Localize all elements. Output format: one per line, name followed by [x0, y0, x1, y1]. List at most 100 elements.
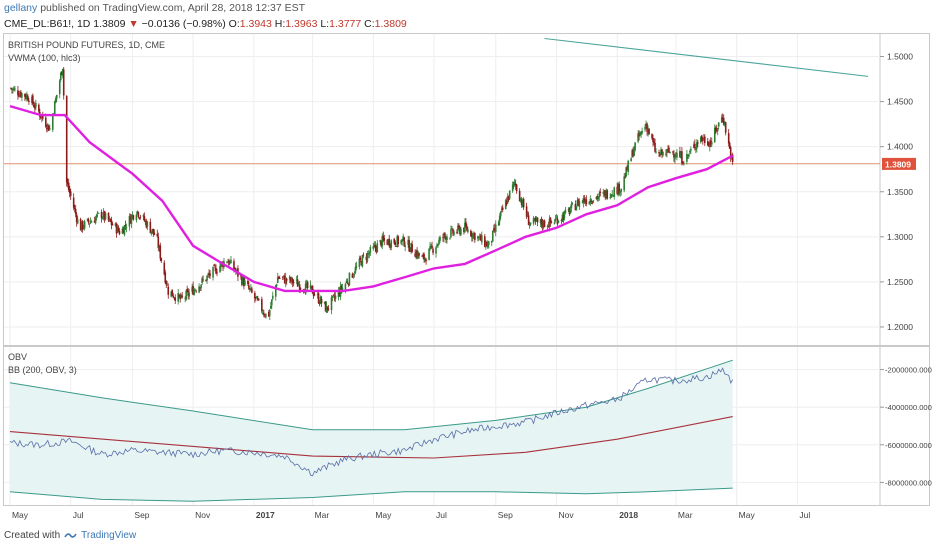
candle-body [449, 237, 451, 239]
candle-body [416, 250, 418, 258]
candle-body [376, 243, 379, 253]
x-tick-label: Nov [558, 510, 574, 520]
candle-body [631, 150, 633, 158]
candle-body [21, 93, 23, 98]
candle-body [369, 247, 372, 253]
candle-body [283, 276, 286, 284]
candle-body [323, 301, 326, 303]
candle-body [143, 215, 146, 221]
candle-body [184, 297, 186, 299]
candle-body [352, 275, 355, 277]
candle-body [437, 244, 439, 246]
candle-body [610, 194, 613, 198]
candle-body [108, 218, 111, 220]
candle-body [595, 197, 598, 199]
candle-body [32, 95, 34, 104]
candle-body [338, 290, 341, 296]
candle-body [662, 151, 664, 156]
candle-body [715, 128, 718, 132]
candle-body [597, 196, 600, 199]
candle-body [214, 266, 216, 268]
candle-body [547, 225, 550, 228]
candle-body [661, 149, 663, 155]
candle-body [185, 290, 187, 300]
candle-body [205, 279, 207, 282]
candle-body [265, 313, 267, 318]
candle-body [553, 222, 556, 224]
candle-body [458, 226, 460, 228]
candle-body [564, 209, 567, 213]
candle-body [269, 306, 272, 309]
tradingview-link[interactable]: TradingView [81, 530, 137, 541]
candle-body [499, 211, 502, 217]
candle-body [163, 262, 166, 275]
candle-body [264, 315, 266, 317]
candle-body [192, 285, 194, 295]
candle-body [397, 236, 399, 245]
candle-body [292, 282, 295, 283]
candle-body [271, 295, 274, 299]
candle-body [312, 292, 315, 296]
candle-body [51, 114, 54, 130]
candle-body [375, 247, 378, 252]
candle-body [550, 221, 553, 223]
candle-body [457, 225, 459, 232]
candle-body [562, 215, 565, 220]
author-link[interactable]: gellany [4, 2, 38, 14]
ohlc-open: 1.3943 [239, 18, 272, 30]
candle-body [518, 190, 521, 202]
candle-body [107, 212, 110, 221]
candle-body [394, 241, 397, 246]
candle-body [114, 223, 117, 226]
candle-body [632, 149, 634, 157]
candle-body [633, 149, 635, 156]
candle-body [26, 95, 28, 99]
candle-body [672, 151, 674, 153]
candle-body [174, 297, 177, 301]
candle-body [421, 255, 423, 257]
candle-body [172, 295, 175, 298]
candle-body [194, 289, 196, 291]
candle-body [563, 211, 566, 219]
x-tick-label: Nov [195, 510, 211, 520]
candle-body [581, 201, 584, 203]
x-tick-label: May [739, 510, 756, 520]
candle-body [679, 151, 681, 158]
candle-body [644, 126, 646, 130]
candle-body [456, 231, 458, 233]
candle-body [242, 277, 244, 285]
candle-body [479, 235, 481, 237]
trendline [544, 37, 869, 77]
candle-body [686, 153, 688, 162]
candle-body [382, 235, 385, 240]
candle-body [467, 229, 469, 233]
candle-body [410, 242, 412, 251]
candle-body [519, 198, 522, 201]
main-chart-frame[interactable] [3, 33, 930, 346]
candle-body [687, 155, 689, 156]
candle-body [358, 258, 361, 267]
candle-body [536, 217, 539, 223]
obv-chart-frame[interactable] [3, 346, 930, 506]
candle-body [125, 227, 128, 229]
candle-body [124, 224, 127, 227]
candle-body [505, 201, 508, 205]
candle-body [592, 200, 595, 203]
candle-body [611, 194, 614, 196]
candle-body [697, 142, 699, 144]
candle-body [453, 231, 455, 235]
candle-body [539, 219, 542, 223]
candle-body [115, 223, 118, 234]
candle-body [640, 132, 642, 135]
candle-body [438, 239, 440, 245]
candle-body [591, 203, 594, 204]
candle-body [229, 261, 231, 264]
candle-body [721, 117, 724, 119]
candle-body [534, 217, 537, 222]
candle-body [401, 239, 403, 242]
candle-body [474, 232, 476, 241]
candle-body [256, 296, 258, 299]
candle-body [688, 154, 690, 157]
candle-body [236, 269, 238, 271]
